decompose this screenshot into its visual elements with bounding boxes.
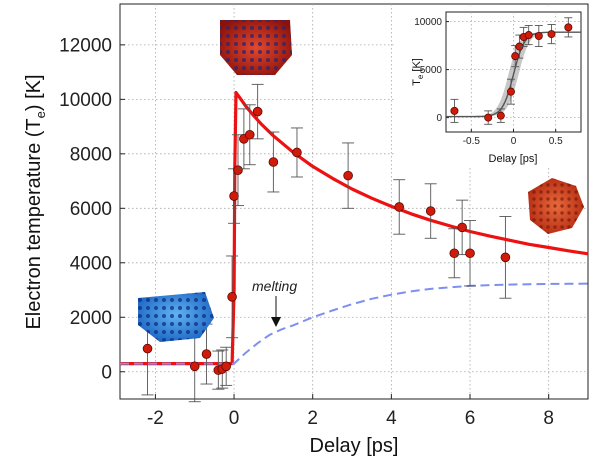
x-tick-label: 0.5 xyxy=(549,136,563,147)
data-point xyxy=(534,32,543,41)
data-point xyxy=(465,248,475,259)
nanoparticle-cold-icon xyxy=(138,292,214,342)
data-point xyxy=(189,361,200,372)
data-point xyxy=(496,111,505,120)
inset-series xyxy=(440,17,587,125)
x-tick-label: -0.5 xyxy=(463,136,481,147)
data-point xyxy=(394,202,405,212)
main-x-axis-label: Delay [ps] xyxy=(310,435,399,457)
melting-label: melting xyxy=(252,278,297,294)
y-tick-label: 10000 xyxy=(414,17,442,28)
main-y-axis-label: Electron temperature (Te) [K] xyxy=(23,74,48,329)
melting-annotation: melting xyxy=(252,278,297,327)
data-point xyxy=(500,252,511,263)
data-point xyxy=(457,222,467,233)
y-tick-label: 5000 xyxy=(420,65,443,76)
main-axis-ticks: -2 0 2 4 6 8 0 2000 4000 6000 8000 10000 12000 xyxy=(59,35,554,429)
data-point xyxy=(268,157,279,167)
y-tick-label: 8000 xyxy=(70,144,112,165)
x-tick-label: -2 xyxy=(147,408,164,429)
main-series xyxy=(120,83,589,403)
data-point xyxy=(450,106,459,115)
electron-temperature-model-line xyxy=(120,90,589,366)
y-tick-label: 10000 xyxy=(59,90,112,111)
data-point xyxy=(233,165,243,175)
y-tick-label: 0 xyxy=(101,362,112,383)
nanoparticle-melted-icon xyxy=(528,178,584,234)
x-tick-label: 0 xyxy=(229,408,240,429)
inset-fit-line xyxy=(446,31,581,118)
data-point xyxy=(227,292,237,302)
inset-y-axis-label: Te [K] xyxy=(411,58,425,86)
y-tick-label: 4000 xyxy=(70,253,112,274)
x-tick-label: 8 xyxy=(543,408,554,429)
data-point xyxy=(221,361,231,372)
data-point xyxy=(425,206,436,216)
inset-x-axis-label: Delay [ps] xyxy=(489,153,538,165)
data-point xyxy=(292,147,302,158)
nanoparticle-hot-icon xyxy=(220,20,292,75)
data-point xyxy=(524,31,533,40)
y-tick-label: 2000 xyxy=(70,308,112,329)
inset-axis-ticks: -0.5 0 0.5 0 5000 10000 xyxy=(414,17,563,147)
y-tick-label: 6000 xyxy=(70,199,112,220)
data-point xyxy=(564,23,573,32)
x-tick-label: 0 xyxy=(511,136,517,147)
x-tick-label: 2 xyxy=(307,408,318,429)
data-point xyxy=(252,106,263,117)
data-point xyxy=(506,87,515,96)
data-point xyxy=(343,170,353,181)
melting-arrowhead xyxy=(271,317,281,327)
data-point xyxy=(229,191,239,201)
x-tick-label: 4 xyxy=(386,408,397,429)
data-point xyxy=(142,343,153,354)
y-tick-label: 12000 xyxy=(59,35,112,56)
x-tick-label: 6 xyxy=(465,408,476,429)
data-point xyxy=(484,113,493,122)
data-point xyxy=(449,248,460,259)
data-point xyxy=(201,349,212,359)
data-point xyxy=(244,129,255,140)
data-point xyxy=(547,30,556,39)
y-tick-label: 0 xyxy=(436,113,442,124)
data-point xyxy=(511,52,520,61)
